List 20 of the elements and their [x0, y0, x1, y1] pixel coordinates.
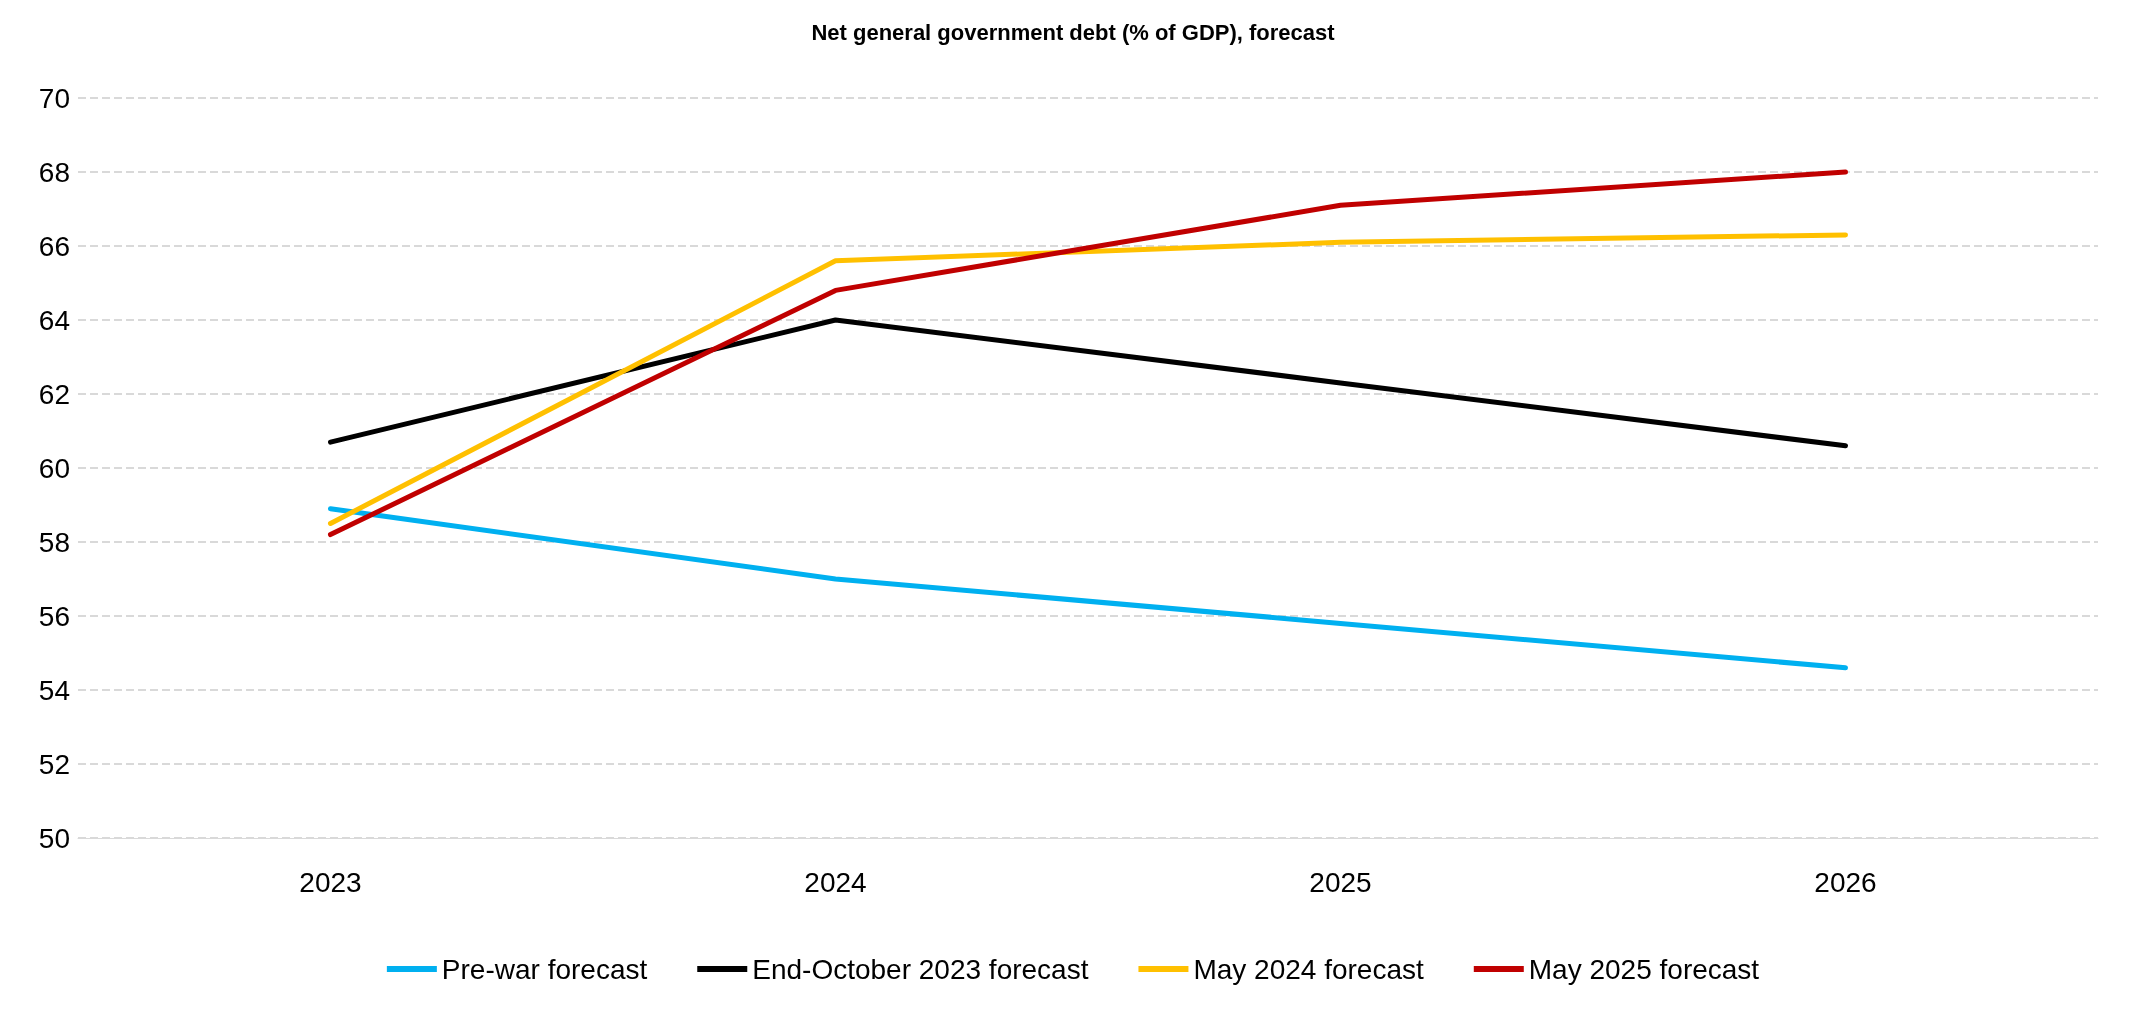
- y-tick-label: 60: [38, 452, 70, 484]
- y-tick-label: 66: [38, 230, 70, 262]
- x-tick-label: 2023: [299, 866, 362, 898]
- y-tick-label: 56: [38, 600, 70, 632]
- y-tick-label: 68: [38, 156, 70, 188]
- legend-label: End-October 2023 forecast: [752, 953, 1089, 985]
- y-tick-label: 70: [38, 82, 70, 114]
- y-tick-label: 64: [38, 304, 70, 336]
- chart-title: Net general government debt (% of GDP), forecast: [811, 19, 1336, 45]
- legend-label: May 2025 forecast: [1528, 953, 1760, 985]
- y-tick-label: 58: [38, 526, 70, 558]
- y-tick-label: 52: [38, 748, 70, 780]
- x-tick-label: 2024: [804, 866, 867, 898]
- y-tick-label: 50: [38, 822, 70, 854]
- legend-label: May 2024 forecast: [1193, 953, 1425, 985]
- legend-label: Pre-war forecast: [441, 953, 648, 985]
- x-tick-label: 2026: [1814, 866, 1877, 898]
- x-tick-label: 2025: [1309, 866, 1372, 898]
- y-tick-label: 54: [38, 674, 70, 706]
- y-tick-label: 62: [38, 378, 70, 410]
